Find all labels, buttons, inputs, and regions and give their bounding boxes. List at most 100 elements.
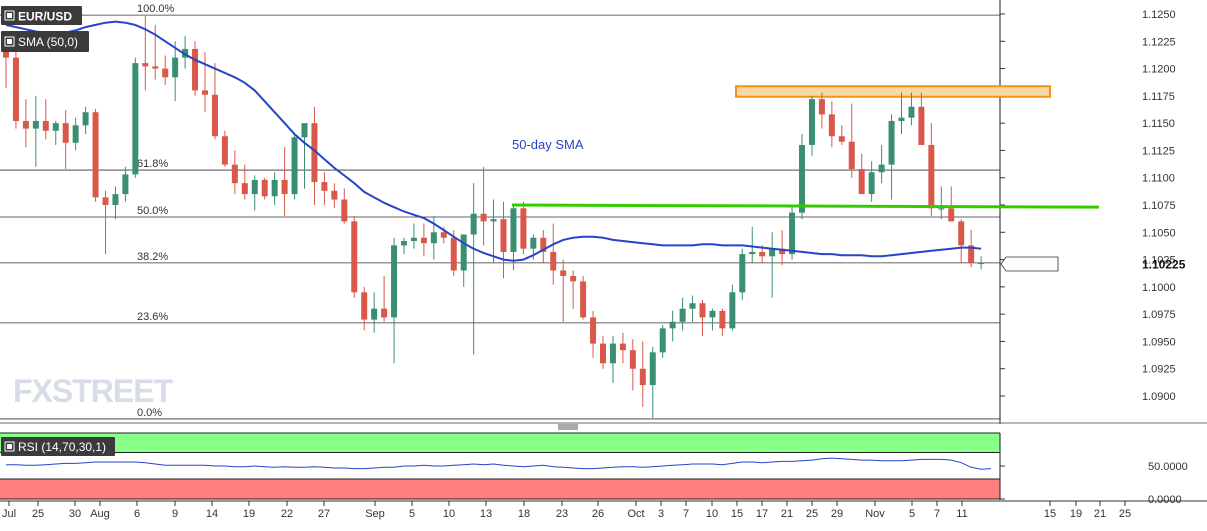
candle-body xyxy=(271,179,278,197)
x-tick-label: 15 xyxy=(1044,508,1056,520)
y-tick-label: 1.1125 xyxy=(1142,145,1175,157)
fib-label: 38.2% xyxy=(137,251,168,263)
candle-body xyxy=(192,48,199,91)
pane-resize-handle[interactable] xyxy=(558,424,578,430)
candle-body xyxy=(22,120,29,129)
x-tick-label: Aug xyxy=(90,508,110,520)
candle-body xyxy=(102,197,109,205)
candle-body xyxy=(311,123,318,183)
rsi-label[interactable]: RSI (14,70,30,1) xyxy=(1,437,115,456)
fib-label: 50.0% xyxy=(137,205,168,217)
candle-body xyxy=(759,251,766,257)
candle-body xyxy=(659,328,666,353)
y-tick-label: 1.1250 xyxy=(1142,9,1176,21)
x-tick-label: 30 xyxy=(69,508,81,520)
candle-body xyxy=(848,141,855,169)
candle-body xyxy=(82,112,89,126)
instrument-label[interactable]: EUR/USD xyxy=(1,6,82,25)
candle-body xyxy=(709,310,716,318)
fib-label: 61.8% xyxy=(137,158,168,170)
candle-body xyxy=(540,237,547,252)
candle-body xyxy=(769,248,776,257)
candle-body xyxy=(799,144,805,213)
candle-body xyxy=(132,63,139,175)
x-tick-label: 19 xyxy=(243,508,255,520)
candle-body xyxy=(112,194,119,205)
y-tick-label: 1.1050 xyxy=(1142,227,1176,239)
fib-label: 0.0% xyxy=(137,407,162,419)
candle-body xyxy=(460,234,467,271)
fxstreet-watermark: FXSTREET xyxy=(13,373,175,409)
candle-body xyxy=(978,262,985,265)
x-tick-label: 10 xyxy=(443,508,455,520)
sma-line xyxy=(5,20,982,262)
y-tick-label: 1.1175 xyxy=(1142,91,1175,103)
fib-label: 100.0% xyxy=(137,3,175,15)
x-tick-label: Sep xyxy=(365,508,385,520)
x-tick-label: 6 xyxy=(134,508,140,520)
rsi-polyline xyxy=(6,457,992,470)
candle-body xyxy=(490,219,497,222)
candle-body xyxy=(420,237,427,244)
candle-body xyxy=(868,172,875,195)
x-tick-label: 13 xyxy=(480,508,492,520)
candle-body xyxy=(32,120,39,129)
candle-body xyxy=(62,123,69,143)
candle-body xyxy=(908,106,915,118)
candle-body xyxy=(580,281,587,318)
candle-body xyxy=(450,237,457,271)
rsi-oversold-band xyxy=(0,479,1000,499)
candle-body xyxy=(321,182,328,191)
x-tick-label: 25 xyxy=(806,508,818,520)
candle-body xyxy=(211,94,218,137)
x-tick-label: 22 xyxy=(281,508,293,520)
x-tick-label: 27 xyxy=(318,508,330,520)
x-tick-label: Nov xyxy=(865,508,885,520)
candle-body xyxy=(510,208,517,252)
x-tick-label: 25 xyxy=(1119,508,1131,520)
y-tick-label: 1.1000 xyxy=(1142,282,1176,294)
candle-body xyxy=(401,241,407,246)
candle-body xyxy=(600,343,606,364)
candle-body xyxy=(221,136,228,165)
indicator-label[interactable]: SMA (50,0) xyxy=(1,31,89,52)
candle-body xyxy=(152,66,159,69)
x-tick-label: 10 xyxy=(706,508,718,520)
candle-body xyxy=(629,350,636,369)
y-tick-label: 1.1025 xyxy=(1142,255,1176,267)
x-tick-label: 19 xyxy=(1070,508,1082,520)
candle-body xyxy=(729,292,736,329)
candle-body xyxy=(818,99,825,115)
rsi-tick-label: 0.0000 xyxy=(1148,494,1182,506)
y-tick-label: 1.1200 xyxy=(1142,64,1176,76)
y-tick-label: 1.1225 xyxy=(1142,36,1176,48)
candle-body xyxy=(808,99,815,145)
candle-body xyxy=(291,137,298,195)
resistance-box xyxy=(735,85,1051,98)
candle-body xyxy=(878,164,885,173)
candle-body xyxy=(281,179,288,195)
candle-body xyxy=(351,221,358,293)
candle-body xyxy=(679,308,686,322)
candle-body xyxy=(550,251,557,271)
x-tick-label: 25 xyxy=(32,508,44,520)
x-tick-label: 15 xyxy=(731,508,743,520)
current-price-tag: 1.10225 xyxy=(1000,256,1186,272)
candlesticks xyxy=(3,16,985,418)
y-tick-label: 1.1075 xyxy=(1142,200,1176,212)
rsi-pane[interactable]: RSI (14,70,30,1) 50.0000 0.0000 xyxy=(0,432,1188,506)
current-price-value: 1.10225 xyxy=(1142,258,1186,272)
rsi-tick-label: 50.0000 xyxy=(1148,461,1188,473)
candle-body xyxy=(202,90,208,95)
y-tick-label: 1.1100 xyxy=(1142,173,1175,185)
candle-body xyxy=(590,317,597,344)
candle-body xyxy=(789,212,796,255)
candle-body xyxy=(858,168,865,195)
candle-body xyxy=(122,174,129,195)
resistance-zone xyxy=(735,85,1051,98)
fibonacci-levels: 100.0% 61.8% 50.0% 38.2% 23.6% 0.0% xyxy=(0,3,1000,420)
y-tick-label: 1.0925 xyxy=(1142,364,1176,376)
x-tick-label: 29 xyxy=(831,508,843,520)
